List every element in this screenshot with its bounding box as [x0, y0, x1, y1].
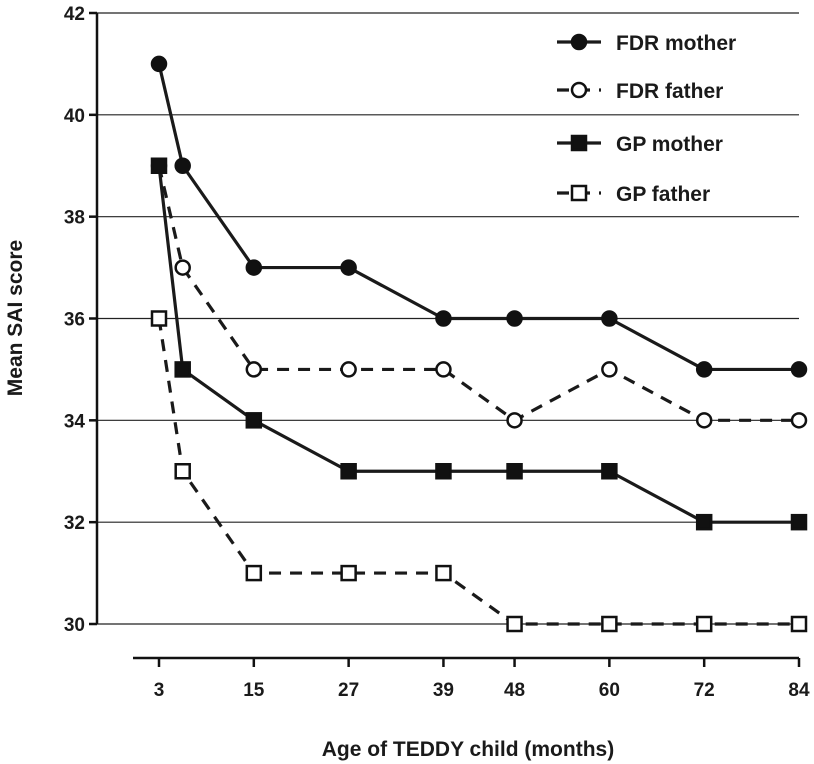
legend-label: GP mother: [616, 133, 723, 156]
y-tick-label: 42: [64, 4, 85, 25]
y-tick-label: 30: [64, 615, 85, 636]
data-point: [174, 361, 191, 378]
data-point: [695, 513, 713, 531]
series-line: [157, 165, 799, 524]
x-axis-title: Age of TEDDY child (months): [322, 738, 614, 761]
data-point: [435, 310, 452, 327]
data-point: [601, 310, 618, 327]
data-point: [150, 55, 168, 73]
data-point: [695, 615, 713, 633]
data-point: [245, 564, 263, 582]
legend-label: FDR father: [616, 80, 723, 103]
series-gp-father: [150, 310, 808, 633]
data-point: [245, 259, 263, 276]
y-axis-title: Mean SAI score: [4, 240, 27, 396]
series: [150, 55, 808, 633]
y-tick-label: 34: [64, 411, 86, 432]
legend-marker: [570, 184, 588, 202]
legend-item: GP mother: [557, 133, 723, 156]
series-gp-mother: [150, 157, 808, 531]
legend: FDR mother FDR father GP mother GP father: [557, 32, 736, 206]
series-fdr-father: [150, 157, 808, 429]
x-tick-label: 72: [694, 680, 715, 701]
data-point: [790, 361, 808, 378]
data-point: [174, 259, 191, 276]
data-point: [506, 412, 523, 429]
legend-label: GP father: [616, 183, 710, 206]
legend-marker: [570, 33, 588, 51]
data-point: [435, 564, 452, 582]
data-point: [790, 412, 808, 429]
data-point: [601, 615, 618, 633]
axes: Mean SAI score Age of TEDDY child (month…: [4, 4, 810, 761]
data-point: [340, 463, 357, 480]
legend-item: FDR mother: [557, 32, 736, 55]
legend-label: FDR mother: [616, 32, 736, 55]
data-point: [150, 310, 168, 327]
data-point: [790, 513, 808, 531]
x-tick-label: 60: [599, 680, 620, 701]
data-point: [695, 361, 713, 378]
y-tick-label: 36: [64, 310, 85, 331]
data-point: [435, 361, 452, 378]
legend-item: GP father: [557, 183, 710, 206]
data-point: [506, 615, 523, 633]
data-point: [340, 259, 357, 276]
x-tick-label: 84: [788, 680, 810, 701]
data-point: [340, 361, 357, 378]
data-point: [435, 463, 452, 480]
series-fdr-mother: [150, 55, 808, 378]
data-point: [245, 412, 263, 429]
grid-lines: [97, 12, 799, 625]
data-point: [245, 361, 263, 378]
data-point: [790, 615, 808, 633]
x-tick-label: 15: [243, 680, 265, 701]
y-tick-label: 40: [64, 106, 85, 127]
data-point: [695, 412, 713, 429]
x-tick-label: 39: [433, 680, 454, 701]
data-point: [174, 157, 191, 174]
data-point: [150, 157, 168, 174]
x-tick-label: 3: [154, 680, 165, 701]
y-tick-label: 38: [64, 208, 85, 229]
x-tick-label: 27: [338, 680, 359, 701]
data-point: [340, 564, 357, 582]
data-point: [601, 463, 618, 480]
data-point: [506, 310, 523, 327]
data-point: [506, 463, 523, 480]
legend-marker: [570, 81, 588, 99]
legend-item: FDR father: [557, 80, 723, 103]
data-point: [174, 463, 191, 480]
legend-marker: [570, 134, 588, 152]
x-tick-label: 48: [504, 680, 525, 701]
y-tick-label: 32: [64, 513, 85, 534]
data-point: [601, 361, 618, 378]
